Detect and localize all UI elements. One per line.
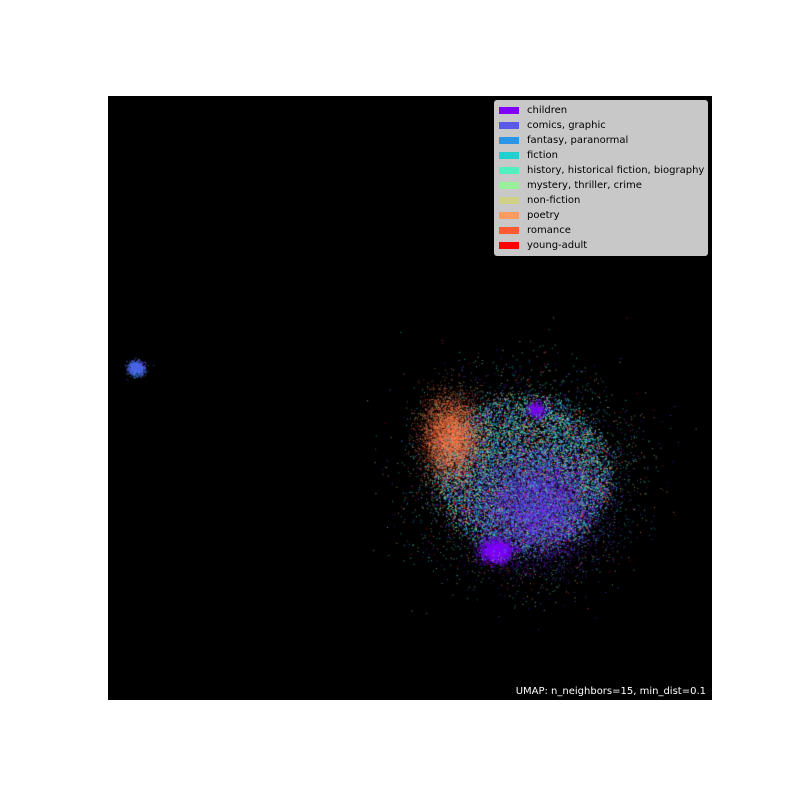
legend-label: fantasy, paranormal [527,135,629,146]
legend-swatch [499,107,519,114]
legend-entry: history, historical fiction, biography [498,163,704,178]
legend-label: comics, graphic [527,120,606,131]
legend-label: romance [527,225,571,236]
legend-swatch [499,182,519,189]
legend-entry: young-adult [498,238,704,253]
legend-entry: romance [498,223,704,238]
legend-swatch [499,212,519,219]
legend-entry: children [498,103,704,118]
legend-swatch [499,122,519,129]
legend-entry: poetry [498,208,704,223]
legend-swatch [499,167,519,174]
legend-swatch [499,152,519,159]
legend-entry: comics, graphic [498,118,704,133]
legend-label: poetry [527,210,560,221]
legend-entry: fiction [498,148,704,163]
legend-entry: mystery, thriller, crime [498,178,704,193]
legend-swatch [499,197,519,204]
legend-swatch [499,137,519,144]
umap-params-annotation: UMAP: n_neighbors=15, min_dist=0.1 [515,686,706,697]
legend-swatch [499,227,519,234]
legend-label: non-fiction [527,195,581,206]
legend-label: young-adult [527,240,588,251]
plot-area: children comics, graphic fantasy, paranorm… [108,96,712,700]
legend-label: fiction [527,150,558,161]
legend-label: mystery, thriller, crime [527,180,642,191]
legend-label: history, historical fiction, biography [527,165,705,176]
legend-entry: non-fiction [498,193,704,208]
legend-entry: fantasy, paranormal [498,133,704,148]
legend: children comics, graphic fantasy, paranorm… [494,100,708,256]
legend-label: children [527,105,568,116]
legend-swatch [499,242,519,249]
